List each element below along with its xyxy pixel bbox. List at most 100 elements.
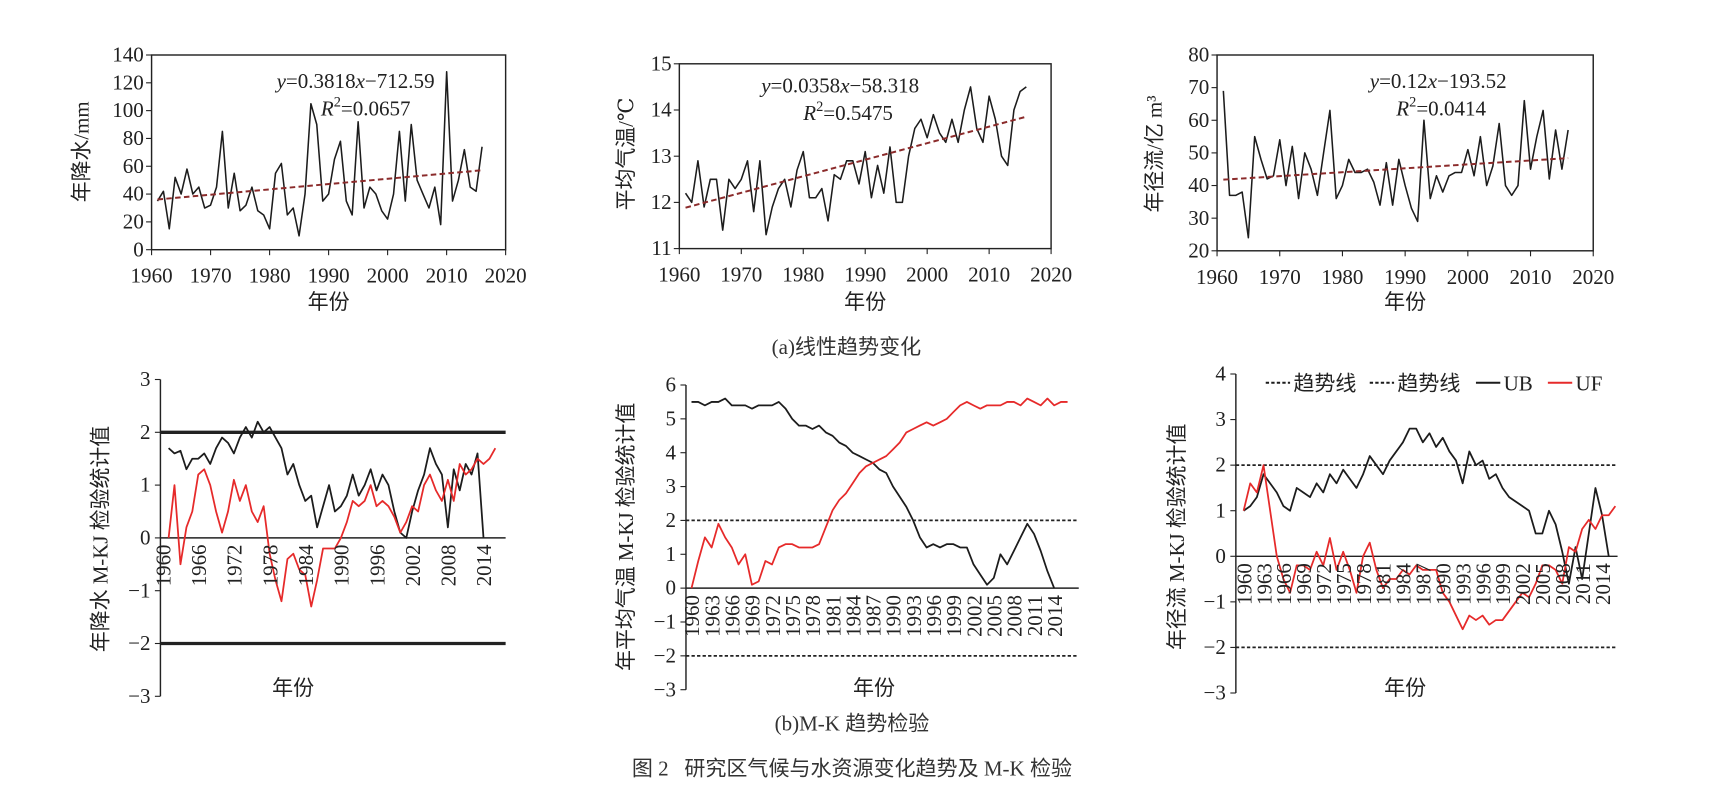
x-tick-label: 1972 — [223, 545, 247, 587]
panel-b-caption: (b)M-K 趋势检验 — [775, 711, 930, 735]
y-tick-label: 0 — [666, 576, 677, 600]
x-tick-label: 1960 — [680, 595, 704, 637]
y-tick-label: 2 — [1215, 453, 1226, 477]
x-tick-label: 1981 — [1372, 563, 1396, 605]
x-tick-label: 1960 — [131, 264, 173, 288]
x-tick-label: 1990 — [882, 595, 906, 637]
r-squared: R2=0.0414 — [1395, 95, 1486, 121]
equation-part: =0.12 — [1379, 69, 1428, 93]
runoff-mk-chart: 43210−1−2−319601963196619691972197519781… — [1165, 362, 1618, 705]
y-tick-label: 2 — [140, 420, 151, 444]
x-tick-label: 2008 — [1551, 563, 1575, 605]
y-tick-label: 140 — [112, 43, 144, 67]
runoff-trend-series-line — [1222, 90, 1569, 239]
equation-part: y — [759, 73, 771, 97]
y-axis-label: 年降水/mm — [69, 101, 93, 202]
x-tick-label: 2008 — [437, 544, 461, 586]
y-tick-label: 0 — [133, 237, 144, 261]
y-tick-label: −3 — [1204, 681, 1226, 705]
equation-part: =0.0358 — [771, 73, 841, 97]
legend-label: UB — [1504, 372, 1533, 396]
y-tick-label: −2 — [1204, 635, 1226, 659]
x-tick-label: 1993 — [902, 595, 926, 637]
x-tick-label: 1980 — [249, 264, 291, 288]
x-tick-label: 1990 — [308, 264, 350, 288]
x-tick-label: 1990 — [330, 545, 354, 587]
x-tick-label: 1978 — [801, 595, 825, 637]
y-axis-label: 年平均气温 M-KJ 检验统计值 — [614, 403, 638, 671]
x-tick-label: 2010 — [968, 263, 1010, 287]
x-tick-label: 1980 — [782, 263, 824, 287]
figure-caption: 图 2 研究区气候与水资源变化趋势及 M-K 检验 — [632, 757, 1072, 781]
x-tick-label: 1966 — [720, 595, 744, 637]
x-tick-label: 1966 — [187, 545, 211, 587]
x-axis-label: 年份 — [853, 676, 895, 700]
panel-a-caption: (a)线性趋势变化 — [772, 335, 921, 359]
runoff-trend-chart: 20 30 40 50 60 70 80 1960 1970 1980 1990 2000 2010 20… — [1143, 43, 1615, 314]
y-tick-label: −2 — [654, 643, 676, 667]
r-squared-part: 2 — [816, 99, 823, 115]
y-tick-label: 80 — [1188, 43, 1209, 67]
y-tick-label: 70 — [1188, 75, 1209, 99]
runoff-mk-uf-line — [1242, 464, 1617, 631]
temp-trend-series-line — [684, 86, 1027, 236]
x-axis-label: 年份 — [308, 290, 350, 314]
x-tick-label: 1990 — [1384, 265, 1426, 289]
trend-equation: y=0.12x−193.52 — [1368, 69, 1507, 93]
temp-mk-uf-line — [690, 397, 1068, 589]
y-tick-label: 1 — [666, 542, 677, 566]
x-tick-label: 1993 — [1451, 563, 1475, 605]
runoff-trend-trend-line — [1223, 157, 1569, 181]
r-squared-part: R — [320, 97, 334, 121]
x-tick-label: 1969 — [1292, 563, 1316, 605]
x-tick-label: 1996 — [922, 595, 946, 637]
y-tick-label: 5 — [666, 407, 677, 431]
x-tick-label: 1960 — [658, 263, 700, 287]
x-tick-label: 1978 — [258, 545, 282, 587]
equation-part: y — [1368, 69, 1380, 93]
x-tick-label: 1999 — [942, 595, 966, 637]
x-tick-label: 2014 — [1043, 595, 1067, 637]
x-tick-label: 1987 — [862, 595, 886, 637]
x-tick-label: 2020 — [485, 264, 527, 288]
x-tick-label: 1999 — [1491, 563, 1515, 605]
x-tick-label: 1960 — [151, 545, 175, 587]
x-tick-label: 1970 — [190, 264, 232, 288]
x-tick-label: 2010 — [1510, 265, 1552, 289]
y-tick-label: 120 — [112, 70, 144, 94]
r-squared-part: R — [1395, 97, 1409, 121]
x-tick-label: 1987 — [1412, 563, 1436, 605]
precip-trend-chart: 0 20 40 60 80 100 120 140 1960 1970 1980 1990 2000 20… — [69, 43, 526, 314]
precip-mk-ub-line — [168, 420, 485, 539]
x-tick-label: 1960 — [1196, 265, 1238, 289]
x-tick-label: 2002 — [962, 595, 986, 637]
x-tick-label: 2014 — [1591, 563, 1615, 605]
y-tick-label: 40 — [123, 182, 144, 206]
x-tick-label: 1984 — [841, 595, 865, 637]
r-squared-part: R — [802, 101, 816, 125]
y-tick-label: 20 — [123, 210, 144, 234]
x-axis-label: 年份 — [1384, 676, 1426, 700]
y-tick-label: 60 — [1188, 108, 1209, 132]
y-tick-label: 40 — [1188, 173, 1209, 197]
y-tick-label: 20 — [1188, 238, 1209, 262]
x-tick-label: 1960 — [1232, 563, 1256, 605]
y-tick-label: −2 — [128, 631, 150, 655]
y-tick-label: 4 — [1215, 362, 1226, 386]
y-axis-label: 年降水 M-KJ 检验统计值 — [88, 426, 112, 652]
y-tick-label: 30 — [1188, 206, 1209, 230]
x-tick-label: 1990 — [844, 263, 886, 287]
r-squared-part: =0.0414 — [1416, 97, 1486, 121]
y-tick-label: 0 — [140, 526, 151, 550]
x-tick-label: 1990 — [1431, 563, 1455, 605]
x-tick-label: 1966 — [1272, 563, 1296, 605]
y-tick-label: −1 — [1204, 590, 1226, 614]
x-tick-label: 1978 — [1352, 563, 1376, 605]
x-tick-label: 2008 — [1003, 595, 1027, 637]
x-axis-label: 年份 — [844, 290, 886, 314]
y-tick-label: −1 — [654, 610, 676, 634]
y-tick-label: 3 — [1215, 407, 1226, 431]
precip-mk-uf-line — [167, 447, 497, 608]
